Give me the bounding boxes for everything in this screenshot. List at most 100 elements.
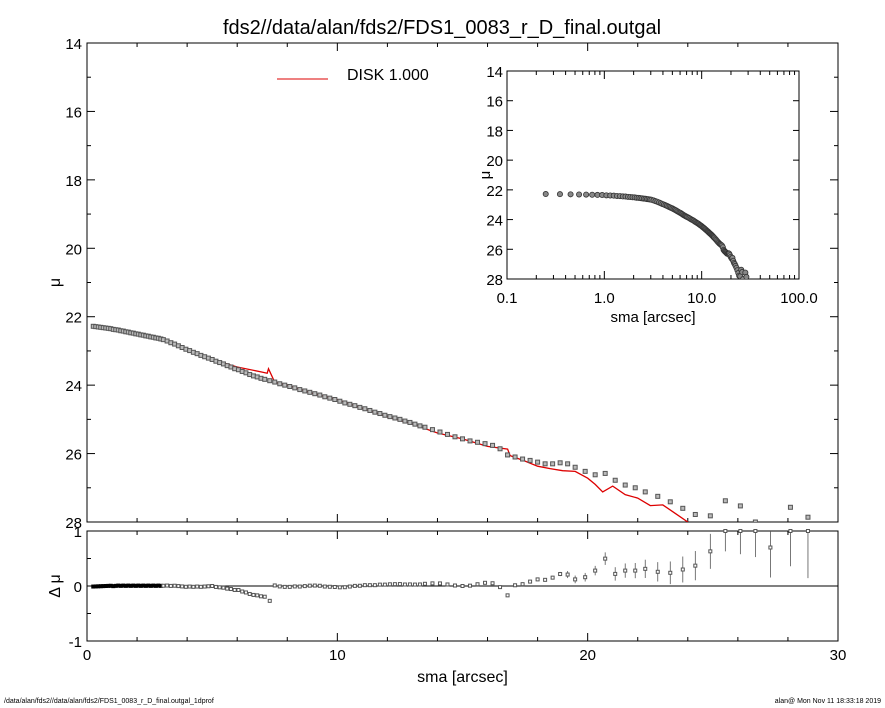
residual-point [172,583,177,588]
residual-point [337,585,342,590]
main-ytick-label: 28 [65,515,82,532]
residual-point [422,581,427,586]
inset-data-point [567,191,574,198]
data-point [429,427,435,433]
data-point [367,407,373,413]
data-point [642,489,648,495]
inset-data-point [589,191,596,198]
data-point [417,423,423,429]
disk-model-line [93,325,689,522]
residual-point [693,563,698,568]
residual-point [387,582,392,587]
residual-point [550,575,555,580]
residual-point [437,581,442,586]
residual-point [342,585,347,590]
residual-point [528,579,533,584]
data-point [277,381,283,387]
residual-point [593,568,598,573]
inset-plot-frame [506,70,800,280]
data-point [805,514,811,520]
residual-point [161,583,166,588]
residual-point [302,584,307,589]
data-point [302,388,308,394]
data-point [482,441,488,447]
residual-ytick-label: 1 [74,524,82,541]
inset-data-point [542,191,549,198]
residual-point [243,590,248,595]
residual-point [382,582,387,587]
data-point [382,412,388,418]
data-point [565,461,571,467]
residual-point [668,570,673,575]
data-point [387,414,393,420]
residual-point [176,584,181,589]
residual-point [277,584,282,589]
residual-point [412,582,417,587]
residual-point [221,585,226,590]
residual-point [327,584,332,589]
residual-point [357,583,362,588]
residual-point [165,583,170,588]
residual-point [402,582,407,587]
data-point [317,392,323,398]
data-point [327,395,333,401]
data-point [542,461,548,467]
inset-ytick-label: 18 [486,123,503,140]
residual-point [520,582,525,587]
data-point [292,385,298,391]
data-point [337,398,343,404]
data-point [752,519,758,522]
residual-point [613,571,618,576]
residual-point [372,583,377,588]
data-point [312,391,318,397]
residual-point [347,584,352,589]
data-point [377,411,383,417]
inset-ytick-label: 16 [486,94,503,111]
data-point [602,470,608,476]
residual-xtick-label: 10 [329,647,346,664]
data-point [622,482,628,488]
residual-point [255,593,260,598]
residual-point [332,584,337,589]
inset-ytick-label: 26 [486,242,503,259]
residual-point [452,583,457,588]
data-point [407,419,413,425]
data-point [444,431,450,437]
data-point [362,406,368,412]
main-y-axis-label: μ [47,278,64,287]
residual-point [183,584,188,589]
residual-point [297,584,302,589]
residual-point [397,582,402,587]
residual-point [195,584,200,589]
residual-point [513,583,518,588]
main-ytick-label: 16 [65,104,82,121]
residual-point [573,577,578,582]
data-point [332,397,338,403]
residual-point [753,529,758,533]
data-point [707,513,713,519]
residual-point [180,584,185,589]
residual-point [655,569,660,574]
data-point [512,454,518,460]
main-ytick-label: 18 [65,173,82,190]
residual-point [558,572,563,577]
data-point [267,378,273,384]
inset-ytick-label: 20 [486,153,503,170]
residual-point [312,583,317,588]
residual-point [768,545,773,550]
residual-point [565,572,570,577]
footer-timestamp: alan@ Mon Nov 11 18:33:18 2019 [774,698,881,705]
inset-data-point [576,191,583,198]
inset-data-point [583,191,590,198]
main-ytick-label: 14 [65,36,82,53]
inset-ytick-label: 24 [486,213,503,230]
residual-point [317,583,322,588]
data-point [460,436,465,442]
inset-ytick-label: 22 [486,183,503,200]
data-point [262,376,268,382]
legend-label-disk: DISK 1.000 [347,67,429,84]
footer-file-path: /data/alan/fds2//data/alan/fds2/FDS1_008… [4,698,214,705]
inset-data-point [556,191,563,198]
residual-point [377,582,382,587]
residual-point [505,593,510,598]
